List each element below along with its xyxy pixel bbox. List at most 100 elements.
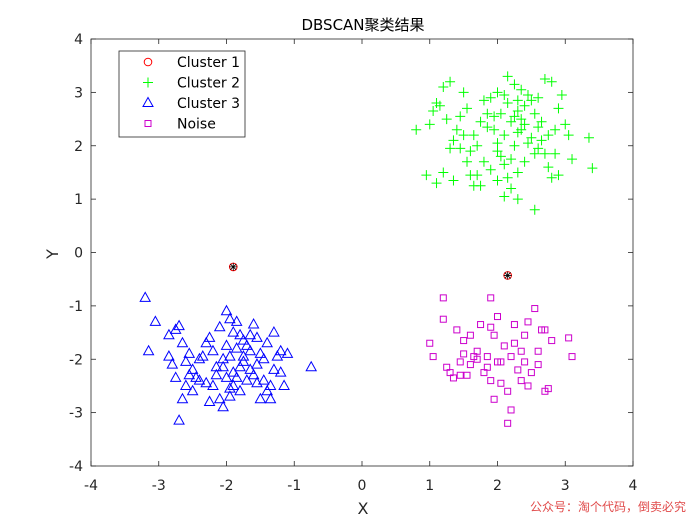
data-point bbox=[504, 419, 512, 427]
y-tick-label: 4 bbox=[74, 32, 83, 48]
data-point bbox=[176, 336, 189, 348]
data-point bbox=[251, 376, 263, 388]
data-point bbox=[519, 119, 530, 130]
data-point bbox=[543, 130, 554, 141]
data-point bbox=[478, 156, 489, 167]
data-point bbox=[512, 167, 523, 178]
x-tick-label: 4 bbox=[629, 478, 638, 494]
data-point bbox=[466, 331, 474, 339]
data-point bbox=[411, 124, 422, 135]
data-point bbox=[502, 71, 513, 82]
data-point bbox=[526, 132, 537, 143]
data-point bbox=[460, 337, 468, 345]
data-point bbox=[533, 92, 544, 103]
data-point bbox=[230, 342, 243, 353]
axes-layer: -4 -3 -2 -1 0 1 2 3 4 -4 -3 -2 -1 0 1 2 3 4 bbox=[69, 32, 638, 494]
data-point bbox=[271, 350, 284, 361]
data-point bbox=[507, 353, 515, 361]
data-point bbox=[445, 143, 456, 154]
data-point bbox=[541, 326, 549, 334]
data-point bbox=[455, 143, 466, 154]
data-point bbox=[502, 98, 513, 109]
legend-item: Noise bbox=[144, 117, 216, 133]
data-point bbox=[492, 146, 503, 157]
data-point bbox=[487, 323, 495, 331]
data-point bbox=[240, 374, 253, 385]
data-point bbox=[264, 379, 277, 390]
data-point bbox=[500, 342, 508, 350]
legend-label: Cluster 3 bbox=[177, 96, 240, 112]
data-point bbox=[424, 119, 435, 130]
y-tick-label: 1 bbox=[74, 192, 83, 208]
data-point bbox=[183, 368, 196, 380]
data-point bbox=[142, 344, 155, 356]
data-point bbox=[539, 148, 550, 159]
data-point bbox=[458, 130, 469, 141]
data-point bbox=[563, 130, 574, 141]
data-point bbox=[281, 347, 294, 358]
x-tick-label: -3 bbox=[152, 478, 166, 494]
legend-label: Cluster 2 bbox=[177, 76, 240, 92]
data-point bbox=[524, 382, 532, 390]
data-point bbox=[560, 119, 571, 130]
data-point bbox=[495, 108, 506, 119]
data-point bbox=[224, 312, 236, 324]
data-point bbox=[546, 172, 557, 183]
data-point bbox=[510, 339, 518, 347]
data-point bbox=[533, 122, 544, 133]
data-point bbox=[305, 360, 318, 372]
data-point bbox=[196, 350, 209, 361]
data-point bbox=[183, 347, 196, 358]
data-point bbox=[224, 350, 236, 361]
data-point bbox=[453, 326, 461, 334]
data-point bbox=[268, 363, 280, 374]
data-point bbox=[173, 319, 185, 331]
legend-label: Cluster 1 bbox=[177, 55, 240, 71]
data-point bbox=[173, 414, 185, 425]
data-point bbox=[449, 374, 457, 382]
data-point bbox=[550, 148, 561, 159]
data-point bbox=[553, 170, 564, 181]
data-point bbox=[546, 76, 557, 87]
legend-marker bbox=[143, 57, 153, 67]
data-point bbox=[495, 151, 506, 162]
legend: Cluster 1 Cluster 2 Cluster 3 Noise bbox=[118, 50, 246, 138]
data-point bbox=[274, 344, 287, 356]
data-point bbox=[234, 360, 246, 372]
data-point bbox=[462, 103, 473, 114]
data-point bbox=[502, 172, 513, 183]
data-point bbox=[176, 392, 189, 404]
data-point bbox=[487, 377, 495, 385]
data-point bbox=[497, 379, 505, 387]
data-point bbox=[463, 371, 471, 379]
data-point bbox=[257, 374, 270, 385]
data-point bbox=[193, 352, 206, 364]
data-point bbox=[506, 116, 517, 127]
data-point bbox=[522, 138, 533, 149]
data-point bbox=[509, 140, 520, 151]
data-point bbox=[529, 204, 540, 215]
data-point bbox=[237, 334, 250, 345]
data-point bbox=[583, 132, 594, 143]
data-point bbox=[278, 379, 290, 390]
data-point bbox=[522, 90, 533, 101]
data-point bbox=[556, 90, 567, 101]
data-point bbox=[247, 368, 260, 380]
data-point bbox=[490, 331, 498, 339]
x-axis-label: X bbox=[358, 499, 369, 518]
data-point bbox=[169, 323, 182, 334]
data-point bbox=[426, 339, 434, 347]
data-point bbox=[244, 363, 257, 374]
data-point bbox=[458, 87, 469, 98]
y-tick-label: 0 bbox=[74, 246, 83, 262]
data-point bbox=[490, 395, 498, 403]
data-point bbox=[489, 111, 500, 122]
data-point bbox=[220, 371, 233, 382]
data-point bbox=[487, 294, 495, 302]
data-point bbox=[529, 148, 540, 159]
data-point bbox=[438, 167, 449, 178]
data-point bbox=[475, 116, 486, 127]
data-point bbox=[529, 108, 540, 119]
data-point bbox=[163, 350, 175, 361]
